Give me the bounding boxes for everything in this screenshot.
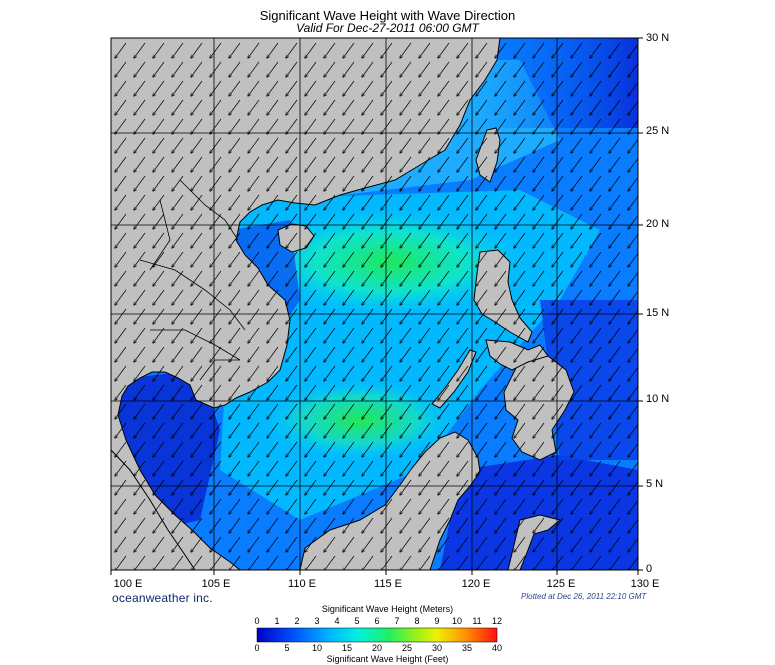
- high-wave-area-north: [250, 207, 530, 317]
- lat-label: 15 N: [646, 307, 670, 319]
- lon-label: 120 E: [461, 578, 491, 590]
- land-mindanao: [503, 355, 575, 461]
- colorbar-title-meters: Significant Wave Height (Meters): [321, 604, 454, 614]
- land-sulawesi: [507, 514, 562, 570]
- colorbar-meter-tick: 10: [451, 616, 462, 626]
- lat-label: 25 N: [646, 125, 670, 137]
- colorbar-feet-tick: 20: [371, 643, 382, 653]
- lon-label: 130 E: [630, 578, 660, 590]
- colorbar-meter-tick: 4: [334, 616, 340, 626]
- land-borneo: [299, 431, 481, 570]
- colorbar-meter-tick: 9: [434, 616, 440, 626]
- lon-label: 125 E: [546, 578, 576, 590]
- colorbar-feet-tick: 25: [401, 643, 412, 653]
- celebes-sea-region: [440, 455, 638, 570]
- colorbar-meter-tick: 8: [414, 616, 420, 626]
- lat-label: 5 N: [646, 478, 664, 490]
- oceanweather-logo: oceanweather inc.: [112, 591, 213, 605]
- colorbar-meter-tick: 0: [254, 616, 260, 626]
- wave-direction-arrows: [115, 42, 638, 570]
- map-frame: [110, 37, 639, 571]
- colorbar-feet-tick: 35: [461, 643, 472, 653]
- colorbar-meter-tick: 3: [314, 616, 320, 626]
- lat-label: 10 N: [646, 393, 670, 405]
- land-taiwan: [475, 127, 501, 183]
- plotted-timestamp: Plotted at Dec 26, 2011 22:10 GMT: [521, 592, 647, 601]
- colorbar-meter-tick: 11: [472, 616, 482, 626]
- map-title: Significant Wave Height with Wave Direct…: [259, 8, 516, 23]
- colorbar-meter-tick: 1: [274, 616, 280, 626]
- colorbar-feet-tick: 10: [311, 643, 322, 653]
- colorbar-feet-tick: 40: [491, 643, 502, 653]
- colorbar-meter-tick: 2: [294, 616, 300, 626]
- color-bar: [256, 627, 498, 643]
- lat-lon-grid: [111, 38, 638, 570]
- lon-label: 115 E: [374, 578, 402, 590]
- lat-label: 0: [646, 563, 653, 575]
- lon-label: 110 E: [288, 578, 316, 590]
- colorbar-meter-tick: 5: [354, 616, 360, 626]
- lon-label: 105 E: [201, 578, 231, 590]
- colorbar-feet-tick: 30: [431, 643, 442, 653]
- colorbar-title-feet: Significant Wave Height (Feet): [326, 654, 449, 664]
- colorbar-feet-tick: 5: [284, 643, 290, 653]
- colorbar-meter-tick: 6: [374, 616, 380, 626]
- colorbar-meter-tick: 12: [491, 616, 502, 626]
- colorbar-meter-tick: 7: [394, 616, 400, 626]
- lat-label: 30 N: [646, 32, 670, 44]
- lon-label: 100 E: [113, 578, 143, 590]
- map-subtitle: Valid For Dec-27-2011 06:00 GMT: [296, 21, 479, 35]
- lat-label: 20 N: [646, 218, 670, 230]
- high-wave-area-south: [265, 380, 455, 460]
- colorbar-feet-tick: 15: [341, 643, 352, 653]
- colorbar-feet-tick: 0: [254, 643, 260, 653]
